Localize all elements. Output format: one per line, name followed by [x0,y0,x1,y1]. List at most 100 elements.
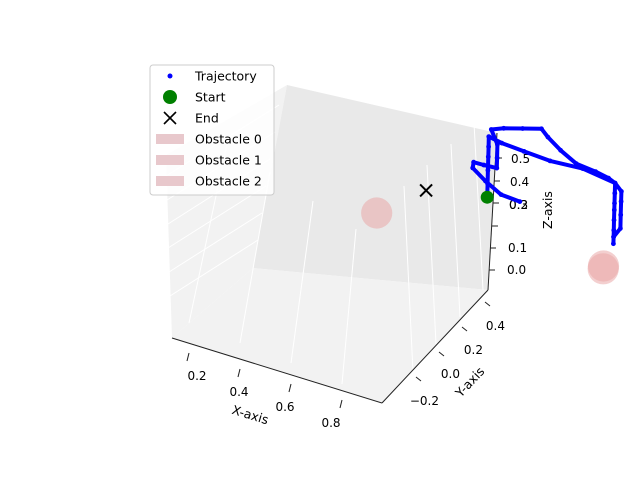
legend-entry: End [163,111,219,126]
pane-floor [172,268,488,403]
legend-label: Obstacle 1 [195,153,262,168]
trajectory-point [520,126,525,131]
trajectory-point [558,147,563,153]
legend-marker [156,176,184,186]
trajectory-point [547,158,553,164]
trajectory-point [521,149,527,154]
grid-line [167,185,267,249]
grid-line [168,212,263,273]
legend-marker [156,155,184,165]
trajectory-point [612,190,618,196]
trajectory-point [618,212,624,218]
x-tick [186,352,190,362]
trajectory-point [494,165,500,171]
legend-label: End [195,111,219,126]
legend-marker [167,73,173,79]
grid-line [450,143,461,318]
legend-marker [163,90,177,104]
grid-line [239,171,271,344]
grid-line [341,228,357,385]
z-tick-label: 0.4 [510,175,529,189]
legend: Trajectory Start End Obstacle 0 Obstacle 1 Ob… [149,64,275,196]
trajectory-point [486,144,491,150]
x-axis-line [171,337,383,404]
trajectory-point [539,126,544,132]
legend-marker [156,134,184,144]
trajectory-point [498,192,504,198]
trajectory-point [501,125,507,131]
y-tick [484,301,491,307]
trajectory-point [470,165,476,171]
z-tick-label: 0.5 [511,152,530,166]
trajectory-point [612,180,618,186]
obstacle-sphere [587,250,620,282]
x-tick-label: 0.8 [321,416,340,430]
y-tick-label: 0.2 [464,343,483,357]
legend-label: Obstacle 2 [195,174,262,189]
z-tick-label: 0.0 [507,263,526,277]
trajectory-point [611,227,617,233]
y-tick-label: 0.4 [486,319,505,333]
x-tick-label: 0.2 [187,369,206,383]
trajectory-point [611,241,616,247]
grid-line [169,239,259,297]
trajectory-point [485,154,491,160]
tick-labels: 0.2 0.4 0.6 0.8 −0.2 0.0 0.2 0.4 0.0 0.1… [187,152,530,430]
z-tick-label: 0.1 [508,241,527,255]
trajectory-point [488,127,494,132]
grid-line [426,164,437,345]
trajectory-point [517,199,523,205]
x-tick-label: 0.6 [275,400,294,414]
trajectory-point [611,217,617,223]
grid-line [290,200,314,364]
legend-entry: Obstacle 2 [156,174,262,189]
end-marker-stroke [419,183,433,198]
y-tick [438,351,445,357]
trajectory-point [612,200,617,206]
trajectory-point [611,207,617,213]
plot-layer [361,125,624,285]
trajectory-point [494,155,500,161]
trajectory-point [606,175,611,181]
trajectory-point [573,161,579,167]
trajectory-point [545,134,551,140]
trajectory-point [593,169,599,175]
trajectory-point [485,167,491,173]
z-tick-label: 0.2 [509,198,528,212]
trajectory-point [499,140,505,146]
trajectory-point [580,166,586,172]
legend-label: Trajectory [194,69,257,84]
x-tick [237,368,241,378]
legend-label: Start [195,90,226,105]
trajectory-point [611,234,616,240]
legend-entry: Trajectory [167,69,257,84]
trajectory-point [485,181,490,187]
legend-label: Obstacle 0 [195,132,262,147]
legend-entry: Obstacle 1 [156,153,262,168]
trajectory-point [481,162,487,168]
x-tick [288,383,292,393]
y-tick [415,376,422,382]
grid-line [403,185,414,373]
start-marker [480,190,494,204]
legend-entry: Obstacle 0 [156,132,262,147]
y-tick-label: −0.2 [410,394,439,408]
x-axis-label: X-axis [230,402,270,427]
trajectory-point [619,189,624,194]
ticks [186,157,502,409]
grid-line [473,122,484,291]
x-tick-label: 0.4 [229,385,248,399]
z-tick-label: 0.3 [509,198,528,212]
end-marker [419,183,433,198]
trajectory-point [495,142,500,147]
y-axis-line [381,289,489,404]
legend-marker [163,111,177,125]
x-tick [339,399,343,409]
trajectory-point [618,199,624,204]
trajectory-point [471,159,476,165]
y-tick [461,326,468,332]
legend-entry: Start [163,90,226,105]
trajectory-point [618,226,623,231]
z-axis-label: Z-axis [540,191,555,229]
